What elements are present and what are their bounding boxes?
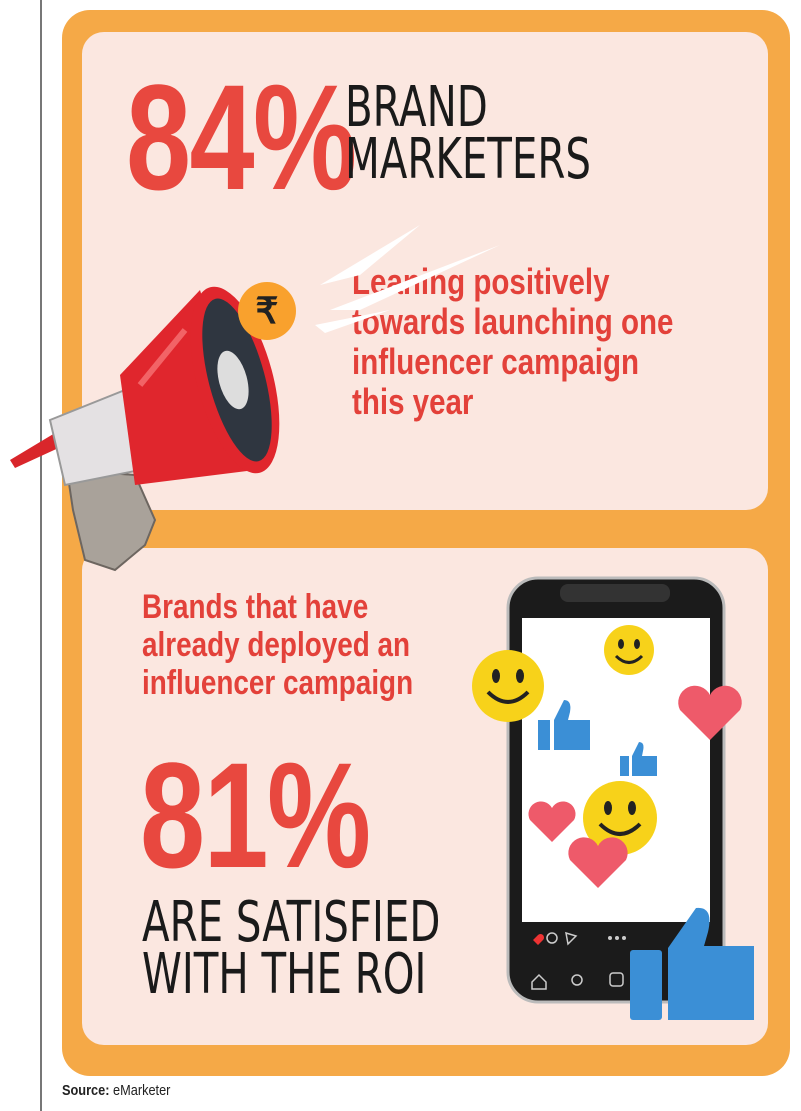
stat-84-percent: 84% [126, 53, 357, 221]
thumbs-up-icon [620, 742, 657, 776]
description-line: Leaning positively [352, 261, 610, 302]
reaction-icons [472, 625, 754, 1020]
source-credit: Source: eMarketer [62, 1082, 170, 1099]
sound-burst-lines [315, 225, 500, 333]
source-label: Source: [62, 1082, 110, 1099]
smiley-icon [604, 625, 654, 675]
description-line: towards launching one [352, 301, 674, 342]
heart-icon [568, 837, 628, 888]
stat-label-satisfied: ARE SATISFIED [142, 890, 441, 955]
thumbs-up-icon [630, 907, 754, 1020]
stat-label-roi: WITH THE ROI [142, 942, 427, 1007]
heart-icon [528, 801, 576, 842]
top-description: Leaning positively towards launching one… [352, 262, 744, 422]
stat-label-brand: BRAND [345, 75, 488, 140]
stat-label-marketers: MARKETERS [345, 127, 592, 192]
post-action-icons [533, 931, 626, 946]
description-line: influencer campaign [142, 664, 414, 702]
phone-nav-icons [531, 972, 624, 990]
heart-icon [678, 685, 742, 740]
smiley-icon [583, 781, 657, 855]
rupee-coin-icon: ₹ [238, 282, 296, 340]
smiley-icon [472, 650, 544, 722]
bottom-description: Brands that have already deployed an inf… [142, 588, 473, 702]
description-line: this year [352, 381, 474, 422]
description-line: Brands that have [142, 588, 369, 626]
source-value: eMarketer [113, 1082, 171, 1099]
description-line: already deployed an [142, 626, 411, 664]
stat-81-percent: 81% [140, 731, 371, 899]
left-divider-line [40, 0, 42, 1111]
description-line: influencer campaign [352, 341, 640, 382]
thumbs-up-icon [538, 700, 590, 750]
